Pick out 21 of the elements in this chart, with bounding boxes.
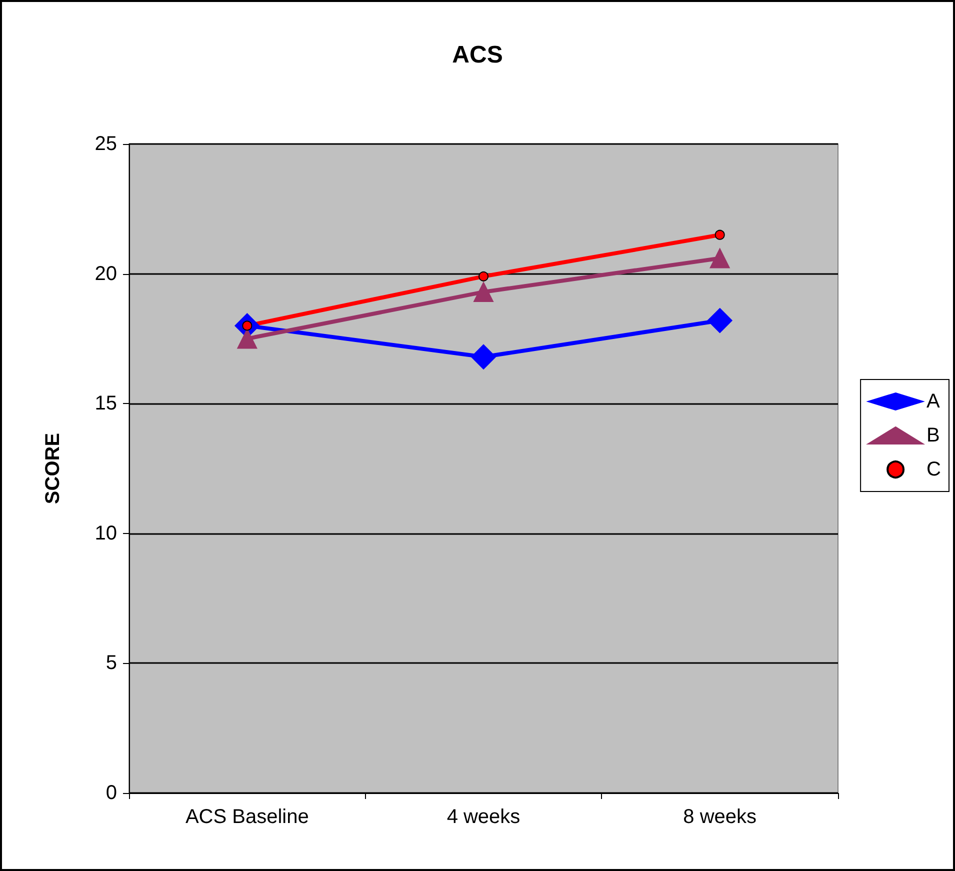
point bbox=[237, 328, 258, 349]
point bbox=[707, 308, 732, 334]
point bbox=[471, 344, 496, 370]
y-axis-title: SCORE bbox=[42, 432, 64, 504]
point bbox=[710, 248, 730, 268]
y-tick-label: 15 bbox=[94, 392, 117, 415]
x-tick-label: 8 weeks bbox=[683, 806, 757, 828]
point bbox=[478, 271, 488, 282]
legend-label: A bbox=[926, 390, 941, 412]
legend-label: C bbox=[926, 458, 942, 480]
y-tick-label: 5 bbox=[106, 652, 117, 674]
point bbox=[714, 230, 725, 240]
y-tick-label: 10 bbox=[94, 522, 117, 544]
y-tick-label: 25 bbox=[94, 133, 117, 155]
x-tick-label: 4 weeks bbox=[446, 806, 520, 828]
legend-label: B bbox=[926, 424, 940, 446]
x-tick-label: ACS Baseline bbox=[185, 806, 309, 828]
y-tick-label: 20 bbox=[94, 262, 117, 285]
chart-title: ACS bbox=[452, 42, 503, 68]
y-tick-label: 0 bbox=[106, 782, 117, 804]
point bbox=[474, 282, 494, 302]
